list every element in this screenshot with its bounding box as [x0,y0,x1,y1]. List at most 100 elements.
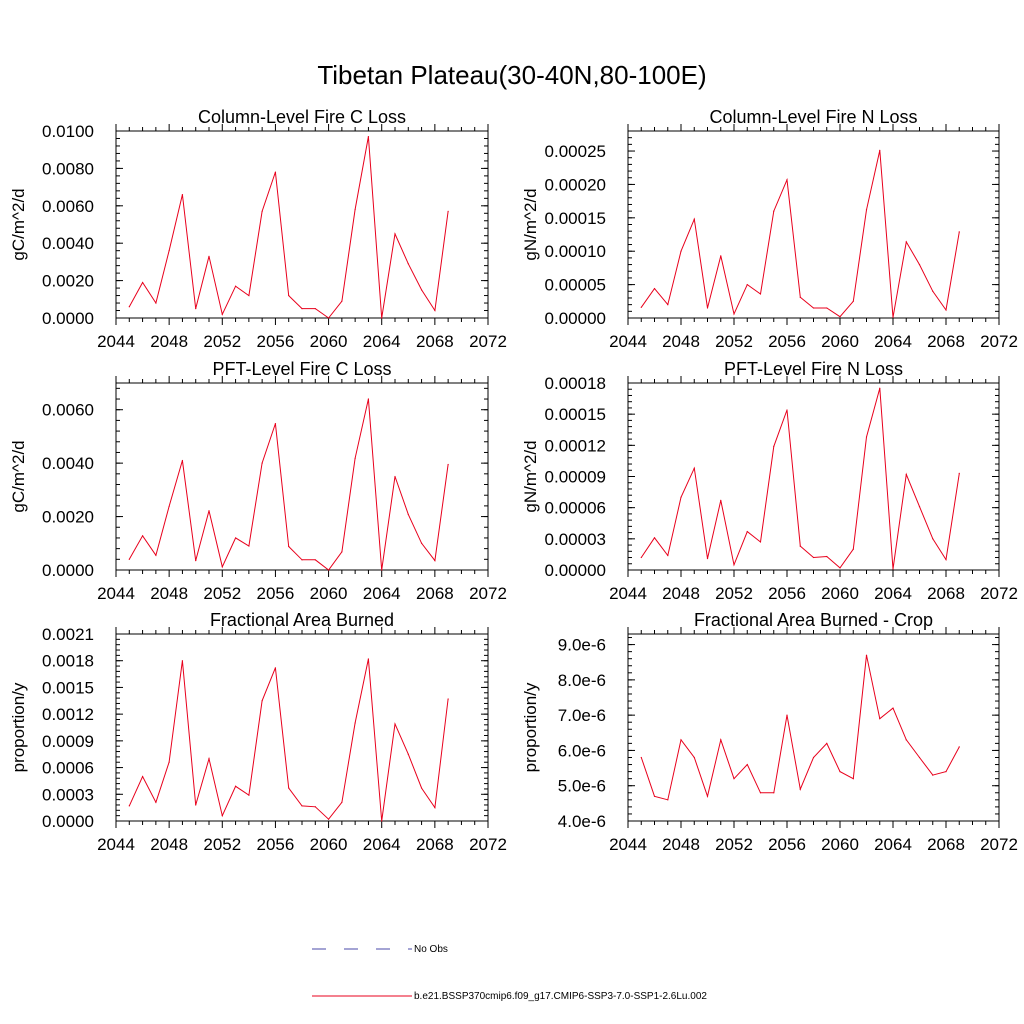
data-point [733,778,735,780]
data-point [706,557,709,560]
x-tick-label: 2052 [203,332,241,351]
data-point [420,787,423,789]
x-tick-label: 2044 [97,835,135,854]
data-point [826,307,828,309]
data-point [945,771,947,773]
data-point [865,436,868,438]
data-point [341,801,343,803]
data-point [234,285,237,287]
data-point [434,309,436,312]
data-point [839,771,841,773]
data-point [720,739,722,741]
y-axis-label: gN/m^2/d [521,188,540,260]
data-point [168,761,170,763]
y-tick-label: 0.0020 [42,508,94,527]
data-point [865,209,868,211]
data-point [195,560,197,562]
data-point [141,281,144,284]
data-point [234,537,237,539]
series-line [128,658,449,822]
x-tick-label: 2064 [874,584,912,603]
y-tick-label: 0.0000 [42,561,94,580]
data-point [274,667,277,669]
data-point [394,723,396,725]
data-point [314,559,316,561]
data-point [879,387,881,389]
data-point [653,288,656,290]
data-point [945,559,947,561]
y-tick-label: 0.0060 [42,197,94,216]
x-tick-label: 2048 [150,835,188,854]
x-tick-label: 2064 [363,584,401,603]
data-point [301,805,303,807]
x-tick-label: 2044 [609,584,647,603]
y-tick-label: 4.0e-6 [558,812,606,831]
x-tick-label: 2048 [150,584,188,603]
x-tick-label: 2068 [416,332,454,351]
y-tick-label: 8.0e-6 [558,671,606,690]
data-point [274,171,277,173]
data-point [759,541,762,543]
data-point [958,746,960,748]
x-tick-label: 2056 [768,584,806,603]
y-tick-label: 0.0006 [42,759,94,778]
y-tick-label: 0.00018 [545,374,606,393]
data-point [447,463,449,466]
data-point [892,568,894,570]
data-point [181,660,184,662]
data-point [195,308,197,310]
data-point [680,250,682,252]
data-point [354,457,356,459]
x-tick-label: 2052 [203,835,241,854]
data-point [759,792,762,794]
panel-title: PFT-Level Fire N Loss [724,359,903,379]
y-tick-label: 5.0e-6 [558,777,606,796]
data-point [327,569,330,571]
legend-model-label: b.e21.BSSP370cmip6.f09_g17.CMIP6-SSP3-7.… [414,991,707,1002]
data-point [932,538,934,540]
data-point [314,308,316,310]
data-point [221,313,223,315]
x-tick-label: 2068 [927,584,965,603]
panel-title: Column-Level Fire C Loss [198,107,406,127]
data-point [367,658,370,660]
chart-panel: PFT-Level Fire N Loss gN/m^2/d 2044 2048 205… [521,359,1018,603]
data-point [407,513,409,516]
data-point [221,815,223,817]
x-tick-label: 2044 [609,332,647,351]
data-point [640,306,642,308]
data-point [248,794,250,796]
y-tick-label: 0.0080 [42,159,94,178]
y-tick-label: 0.00020 [545,175,606,194]
data-point [746,763,748,766]
panel-title: Fractional Area Burned [210,610,394,630]
data-point [168,505,170,508]
data-point [407,263,409,265]
data-point [812,556,815,559]
legend-no-obs-label: No Obs [414,944,448,955]
data-point [128,306,130,308]
data-point [447,210,449,213]
data-point [367,398,370,400]
x-tick-label: 2056 [257,332,295,351]
data-point [168,250,170,252]
data-point [839,567,841,569]
data-point [852,548,854,550]
chart-panel: PFT-Level Fire C Loss gC/m^2/d 2044 2048 205… [9,359,507,603]
x-tick-label: 2064 [363,332,401,351]
data-point [667,304,669,306]
data-point [773,445,775,447]
x-tick-label: 2048 [662,332,700,351]
data-point [892,316,894,318]
x-tick-label: 2072 [469,584,507,603]
data-point [248,294,250,297]
data-point [865,654,868,656]
data-point [640,556,642,559]
data-point [905,473,907,476]
data-point [128,558,130,560]
y-tick-label: 0.0009 [42,732,94,751]
data-point [208,510,210,512]
x-tick-label: 2060 [310,332,348,351]
x-tick-label: 2052 [715,332,753,351]
